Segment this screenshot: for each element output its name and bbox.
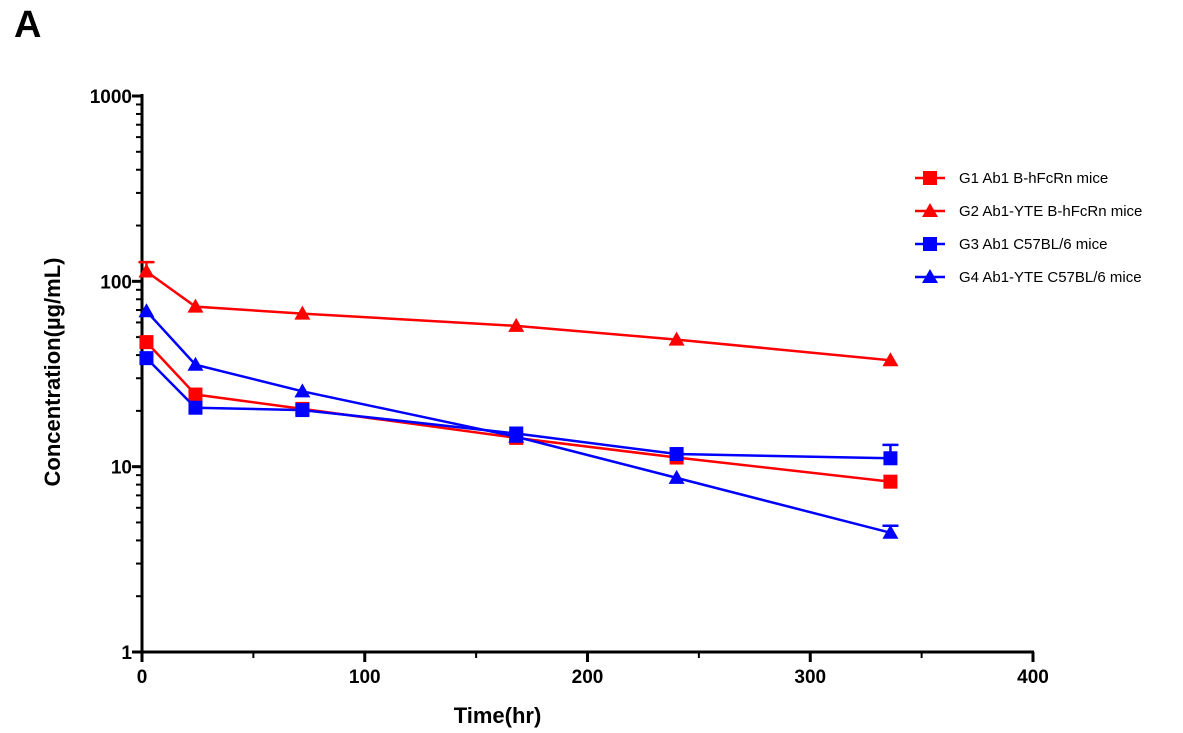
- y-axis-title: Concentration(µg/mL): [40, 258, 65, 487]
- legend-marker: [923, 171, 937, 185]
- data-point: [188, 387, 203, 402]
- legend-label: G4 Ab1-YTE C57BL/6 mice: [959, 269, 1142, 286]
- data-point: [188, 400, 203, 415]
- data-point: [882, 524, 899, 539]
- data-point: [138, 263, 155, 278]
- legend-item-2: G2 Ab1-YTE B-hFcRn mice: [915, 203, 1142, 220]
- x-axis-title: Time(hr): [454, 703, 542, 728]
- y-tick-label: 100: [100, 272, 132, 293]
- data-point: [882, 352, 899, 367]
- data-point: [139, 335, 154, 350]
- legend-marker: [922, 269, 938, 283]
- series-4: [138, 303, 899, 539]
- data-point: [883, 474, 898, 489]
- series-2: [138, 260, 899, 367]
- data-point: [508, 317, 525, 332]
- series-line: [145, 270, 891, 362]
- legend-label: G1 Ab1 B-hFcRn mice: [959, 170, 1108, 187]
- data-point: [669, 447, 684, 462]
- legend: G1 Ab1 B-hFcRn mice G2 Ab1-YTE B-hFcRn mi…: [915, 170, 1142, 286]
- data-point: [668, 469, 685, 484]
- legend-marker: [923, 237, 937, 251]
- data-point: [294, 383, 311, 398]
- series-line: [145, 341, 891, 483]
- series-layer: [138, 260, 899, 539]
- y-tick-label: 1: [121, 643, 132, 664]
- data-point: [668, 331, 685, 346]
- series-1: [139, 335, 898, 489]
- data-point: [883, 451, 898, 466]
- data-point: [294, 305, 311, 320]
- y-tick-label: 1000: [90, 87, 132, 108]
- series-3: [139, 351, 899, 466]
- data-point: [187, 298, 204, 313]
- legend-label: G3 Ab1 C57BL/6 mice: [959, 236, 1107, 253]
- data-point: [139, 351, 154, 366]
- x-tick-label: 100: [349, 667, 381, 688]
- data-point: [508, 428, 525, 443]
- panel-label: A: [14, 4, 42, 46]
- x-tick-label: 0: [137, 667, 148, 688]
- x-tick-label: 400: [1017, 667, 1049, 688]
- data-point: [187, 356, 204, 371]
- series-line: [145, 357, 891, 460]
- data-point: [295, 403, 310, 418]
- series-line: [145, 310, 891, 534]
- data-point: [138, 303, 155, 318]
- legend-marker: [922, 203, 938, 217]
- x-tick-label: 200: [572, 667, 604, 688]
- axes: 1 10 100 1000 0 100 200 300 400: [90, 87, 1049, 688]
- y-tick-label: 10: [111, 458, 132, 479]
- legend-label: G2 Ab1-YTE B-hFcRn mice: [959, 203, 1142, 220]
- x-tick-label: 300: [794, 667, 826, 688]
- legend-item-1: G1 Ab1 B-hFcRn mice: [915, 170, 1108, 187]
- legend-item-3: G3 Ab1 C57BL/6 mice: [915, 236, 1107, 253]
- legend-item-4: G4 Ab1-YTE C57BL/6 mice: [915, 269, 1142, 286]
